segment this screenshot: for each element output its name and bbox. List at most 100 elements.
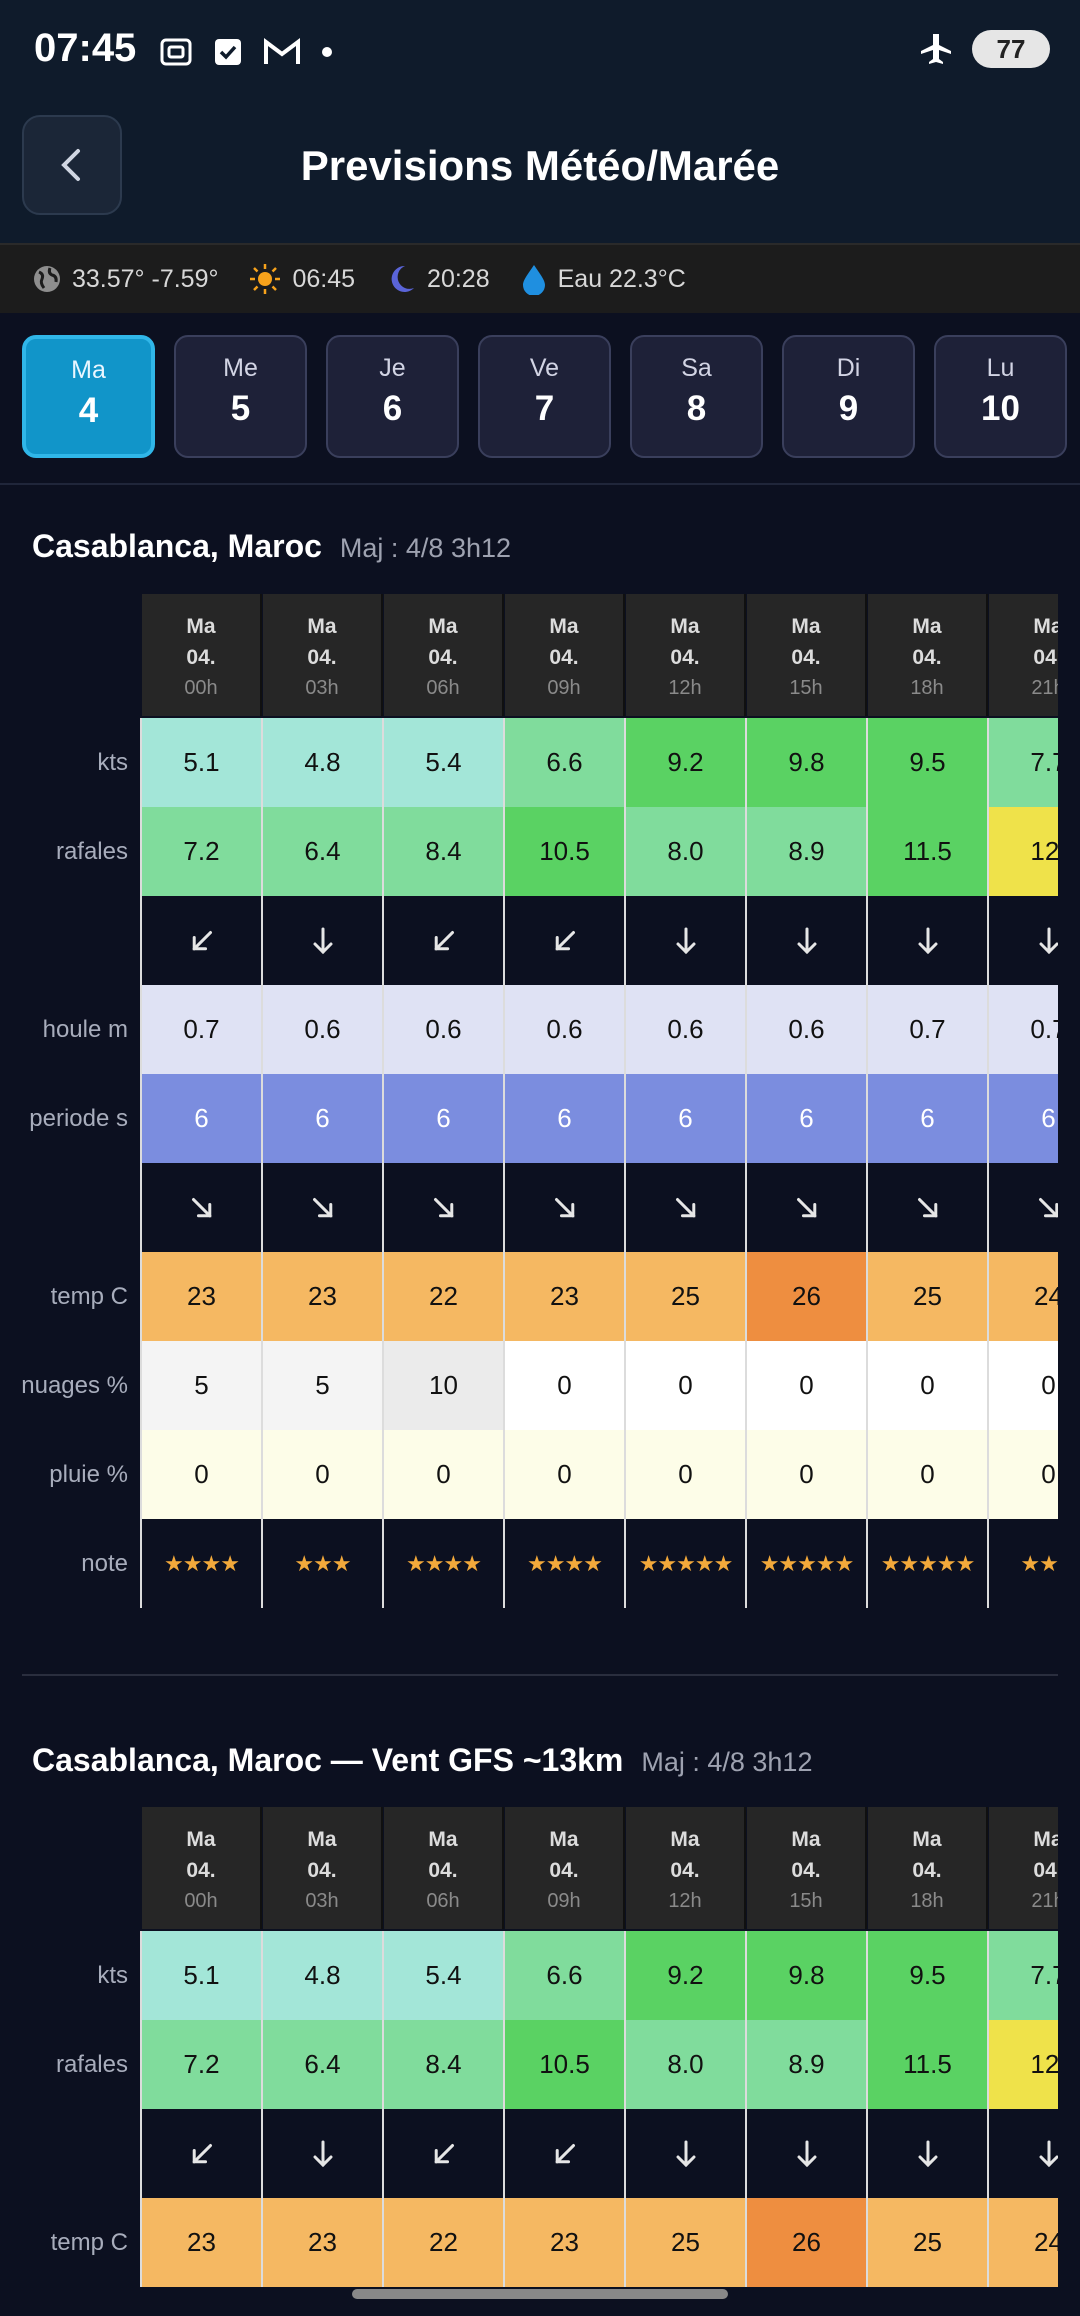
- day-tab-8[interactable]: Sa 8: [630, 335, 763, 458]
- cell-note: ★★★★★: [868, 1519, 987, 1608]
- cell-houle: 0.6: [626, 985, 745, 1074]
- day-tab-9[interactable]: Di 9: [782, 335, 915, 458]
- time-header-cell: Ma 04. 15h: [747, 1807, 867, 1929]
- app-bar: Previsions Météo/Marée: [0, 100, 1080, 243]
- coordinates-text: 33.57° -7.59°: [72, 264, 219, 293]
- direction-arrow-icon: [675, 1197, 695, 1217]
- forecast-scroll-area[interactable]: Ma 04. 00h Ma 04. 03h Ma 04. 06h Ma 04. 09h Ma 04. 12h…: [0, 0, 1058, 2316]
- cell-nuages: 5: [263, 1341, 382, 1430]
- column-divider: [624, 1931, 626, 2287]
- status-bar: 07:45 77: [0, 0, 1080, 100]
- direction-arrow-icon: [1039, 927, 1058, 954]
- cell-kts: 6.6: [505, 1931, 624, 2020]
- day-number: 9: [838, 389, 859, 428]
- sun-icon: [250, 264, 281, 294]
- cell-note: ★★★: [263, 1519, 382, 1608]
- header-day: Ma: [912, 1828, 942, 1851]
- time-header-cell: Ma 04. 00h: [142, 1807, 262, 1929]
- header-day: Ma: [307, 1828, 337, 1851]
- column-divider: [261, 1931, 263, 2287]
- cell-wind_dir: [142, 2109, 261, 2198]
- row-temp: 23 23 22 23 25 26 25 24: [142, 2198, 1058, 2287]
- cell-nuages: 0: [626, 1341, 745, 1430]
- day-tab-6[interactable]: Je 6: [326, 335, 459, 458]
- header-hour: 03h: [305, 1890, 339, 1912]
- cell-kts: 6.6: [505, 718, 624, 807]
- cell-temp: 26: [747, 1252, 866, 1341]
- home-indicator[interactable]: [352, 2289, 728, 2299]
- header-date: 04.: [791, 646, 821, 669]
- row-label-rafales: rafales: [55, 2051, 128, 2078]
- day-name: Me: [223, 354, 258, 382]
- cell-nuages: 5: [142, 1341, 261, 1430]
- day-tab-10[interactable]: Lu 10: [934, 335, 1067, 458]
- day-tab-4[interactable]: Ma 4: [22, 335, 155, 458]
- cell-houle: 0.6: [263, 985, 382, 1074]
- day-name: Di: [836, 354, 861, 382]
- header-day: Ma: [791, 1828, 821, 1851]
- row-houle: 0.70.60.60.60.60.60.70.7: [142, 985, 1058, 1074]
- chevron-left-icon: [61, 149, 80, 181]
- sunset: 20:28: [385, 263, 490, 295]
- forecast-title: Casablanca, Maroc Maj : 4/8 3h12: [32, 528, 511, 565]
- water-temp: Eau 22.3°C: [520, 263, 686, 295]
- cell-wind_dir: [263, 896, 382, 985]
- column-divider: [987, 1931, 989, 2287]
- cell-swell_dir: [384, 1163, 503, 1252]
- direction-arrow-icon: [918, 2140, 937, 2167]
- row-rafales: 7.26.48.410.58.08.911.512.: [142, 807, 1058, 896]
- day-name: Ma: [71, 356, 106, 384]
- header-hour: 09h: [547, 677, 581, 699]
- header-hour: 21h: [1031, 677, 1058, 699]
- header-date: 04.: [912, 646, 942, 669]
- cell-temp: 25: [626, 2198, 745, 2287]
- day-tab-5[interactable]: Me 5: [174, 335, 307, 458]
- column-divider: [745, 1931, 747, 2287]
- cell-wind_dir: [868, 896, 987, 985]
- cell-rafales: 11.5: [868, 807, 987, 896]
- status-time: 07:45: [34, 26, 137, 70]
- cell-periode: 6: [142, 1074, 261, 1163]
- time-header-cell: Ma 04. 06h: [384, 594, 504, 716]
- checkbox-icon: [215, 39, 241, 65]
- row-label-houle: houle m: [42, 1016, 128, 1043]
- cell-temp: 23: [505, 2198, 624, 2287]
- cell-pluie: 0: [747, 1430, 866, 1519]
- header-date: 04.: [307, 1859, 337, 1882]
- location-name: Casablanca, Maroc: [32, 528, 322, 564]
- forecast-header-row: Ma 04. 00h Ma 04. 03h Ma 04. 06h Ma 04. 09h Ma 04. 12h…: [142, 594, 1058, 718]
- back-button[interactable]: [22, 115, 122, 215]
- day-name: Ve: [529, 354, 560, 382]
- dot-icon: [322, 47, 332, 57]
- header-hour: 03h: [305, 677, 339, 699]
- cell-temp: 23: [142, 2198, 261, 2287]
- cell-periode: 6: [868, 1074, 987, 1163]
- header-date: 04.: [186, 1859, 216, 1882]
- column-divider: [503, 1931, 505, 2287]
- header-hour: 15h: [789, 677, 823, 699]
- header-day: Ma: [186, 615, 216, 638]
- cell-wind_dir: [868, 2109, 987, 2198]
- rating-stars: ★★★: [294, 1550, 351, 1576]
- sunrise: 06:45: [248, 262, 355, 296]
- direction-arrow-icon: [1039, 2140, 1058, 2167]
- row-label-kts: kts: [97, 1962, 128, 1989]
- day-selector: Ma 4 Me 5 Je 6 Ve 7 Sa 8 Di 9 Lu 10: [0, 313, 1080, 485]
- sunrise-time: 06:45: [292, 264, 356, 293]
- cell-temp: 23: [263, 1252, 382, 1341]
- day-number: 7: [534, 389, 555, 428]
- cell-periode: 6: [989, 1074, 1058, 1163]
- header-day: Ma: [428, 1828, 458, 1851]
- rating-stars: ★★★★: [164, 1550, 240, 1576]
- cell-wind_dir: [747, 2109, 866, 2198]
- cell-pluie: 0: [505, 1430, 624, 1519]
- column-divider: [866, 1931, 868, 2287]
- battery-level: 77: [996, 33, 1026, 64]
- moon-icon: [391, 265, 415, 292]
- cell-houle: 0.6: [384, 985, 503, 1074]
- direction-arrow-icon: [192, 2143, 212, 2163]
- header-date: 04.: [307, 646, 337, 669]
- day-tab-7[interactable]: Ve 7: [478, 335, 611, 458]
- direction-arrow-icon: [313, 927, 332, 954]
